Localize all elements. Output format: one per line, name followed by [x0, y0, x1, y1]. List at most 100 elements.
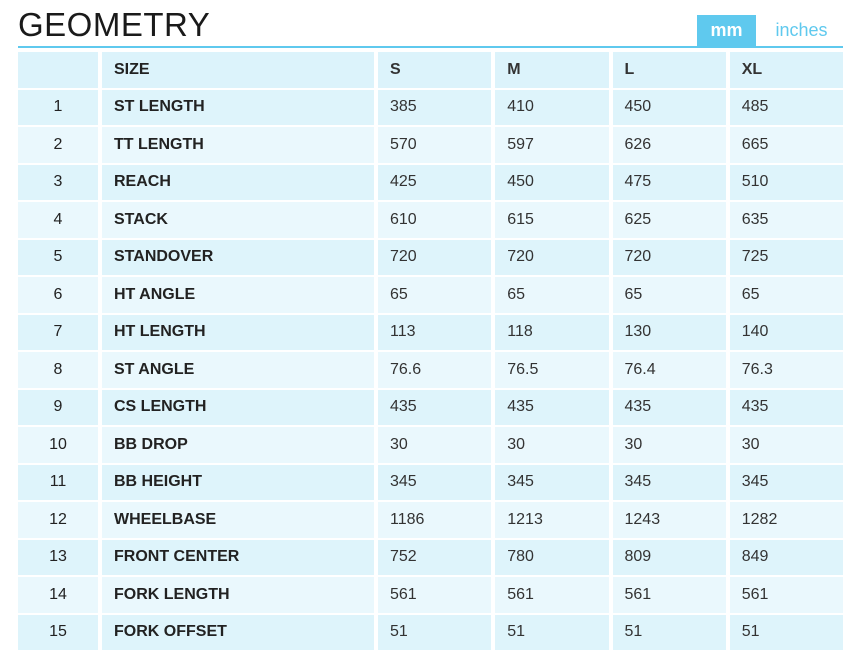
table-cell: 51	[612, 614, 726, 650]
table-row: 3 REACH 425 450 475 510	[18, 164, 843, 200]
table-cell: STACK	[102, 202, 374, 238]
table-cell: 3	[18, 164, 98, 200]
table-cell: 561	[378, 577, 492, 613]
header-cell	[18, 52, 98, 88]
table-cell: 6	[18, 277, 98, 313]
table-row: 5 STANDOVER 720 720 720 725	[18, 239, 843, 275]
table-cell: 809	[612, 539, 726, 575]
table-row: 2 TT LENGTH 570 597 626 665	[18, 127, 843, 163]
table-cell: 610	[378, 202, 492, 238]
header-cell: XL	[729, 52, 843, 88]
table-cell: 849	[729, 539, 843, 575]
table-row: 15 FORK OFFSET 51 51 51 51	[18, 614, 843, 650]
header-cell: SIZE	[102, 52, 374, 88]
table-cell: 76.3	[729, 352, 843, 388]
table-cell: 76.5	[495, 352, 609, 388]
table-cell: 570	[378, 127, 492, 163]
table-cell: 130	[612, 314, 726, 350]
table-row: 11 BB HEIGHT 345 345 345 345	[18, 464, 843, 500]
table-cell: 14	[18, 577, 98, 613]
table-cell: 435	[378, 389, 492, 425]
table-cell: 1282	[729, 502, 843, 538]
table-cell: 65	[378, 277, 492, 313]
table-cell: 1243	[612, 502, 726, 538]
table-cell: 720	[612, 239, 726, 275]
table-cell: ST ANGLE	[102, 352, 374, 388]
table-cell: 30	[729, 427, 843, 463]
table-row: 7 HT LENGTH 113 118 130 140	[18, 314, 843, 350]
table-cell: 450	[612, 89, 726, 125]
table-cell: 65	[612, 277, 726, 313]
table-cell: 720	[495, 239, 609, 275]
table-cell: ST LENGTH	[102, 89, 374, 125]
table-cell: 118	[495, 314, 609, 350]
table-row: 4 STACK 610 615 625 635	[18, 202, 843, 238]
table-cell: 9	[18, 389, 98, 425]
header-cell: S	[378, 52, 492, 88]
table-cell: TT LENGTH	[102, 127, 374, 163]
header-row: SIZE S M L XL	[18, 52, 843, 88]
table-cell: 8	[18, 352, 98, 388]
table-cell: 113	[378, 314, 492, 350]
table-cell: 561	[495, 577, 609, 613]
table-cell: 720	[378, 239, 492, 275]
table-cell: 597	[495, 127, 609, 163]
unit-tab[interactable]: mm	[697, 15, 756, 46]
table-cell: 30	[378, 427, 492, 463]
table-cell: 15	[18, 614, 98, 650]
table-cell: 425	[378, 164, 492, 200]
table-cell: 780	[495, 539, 609, 575]
table-cell: 561	[729, 577, 843, 613]
table-cell: 435	[612, 389, 726, 425]
table-cell: 65	[729, 277, 843, 313]
table-cell: FORK OFFSET	[102, 614, 374, 650]
table-cell: FORK LENGTH	[102, 577, 374, 613]
table-cell: 30	[495, 427, 609, 463]
table-cell: CS LENGTH	[102, 389, 374, 425]
table-cell: 10	[18, 427, 98, 463]
table-cell: 51	[495, 614, 609, 650]
table-cell: 485	[729, 89, 843, 125]
table-cell: BB HEIGHT	[102, 464, 374, 500]
table-cell: BB DROP	[102, 427, 374, 463]
table-cell: WHEELBASE	[102, 502, 374, 538]
table-cell: 51	[378, 614, 492, 650]
table-cell: 5	[18, 239, 98, 275]
header-cell: L	[612, 52, 726, 88]
table-cell: 385	[378, 89, 492, 125]
table-cell: 561	[612, 577, 726, 613]
table-cell: HT ANGLE	[102, 277, 374, 313]
table-cell: 752	[378, 539, 492, 575]
table-cell: 12	[18, 502, 98, 538]
table-cell: 635	[729, 202, 843, 238]
table-cell: 435	[729, 389, 843, 425]
table-cell: 345	[495, 464, 609, 500]
table-cell: 1	[18, 89, 98, 125]
table-row: 8 ST ANGLE 76.6 76.5 76.4 76.3	[18, 352, 843, 388]
table-cell: 30	[612, 427, 726, 463]
table-row: 14 FORK LENGTH 561 561 561 561	[18, 577, 843, 613]
table-cell: FRONT CENTER	[102, 539, 374, 575]
table-cell: STANDOVER	[102, 239, 374, 275]
table-cell: 4	[18, 202, 98, 238]
table-cell: 626	[612, 127, 726, 163]
table-cell: 13	[18, 539, 98, 575]
table-cell: 11	[18, 464, 98, 500]
table-cell: HT LENGTH	[102, 314, 374, 350]
table-cell: 65	[495, 277, 609, 313]
table-cell: 665	[729, 127, 843, 163]
geometry-table: SIZE S M L XL 1 ST LENGTH 385 410 450 485 2 TT LENGT…	[14, 50, 847, 652]
table-cell: 450	[495, 164, 609, 200]
table-row: 9 CS LENGTH 435 435 435 435	[18, 389, 843, 425]
table-cell: 7	[18, 314, 98, 350]
table-row: 13 FRONT CENTER 752 780 809 849	[18, 539, 843, 575]
unit-tab[interactable]: inches	[775, 20, 828, 40]
table-cell: 510	[729, 164, 843, 200]
table-cell: 2	[18, 127, 98, 163]
table-row: 10 BB DROP 30 30 30 30	[18, 427, 843, 463]
table-cell: 725	[729, 239, 843, 275]
table-cell: 1186	[378, 502, 492, 538]
header-cell: M	[495, 52, 609, 88]
title-rule	[18, 46, 843, 48]
